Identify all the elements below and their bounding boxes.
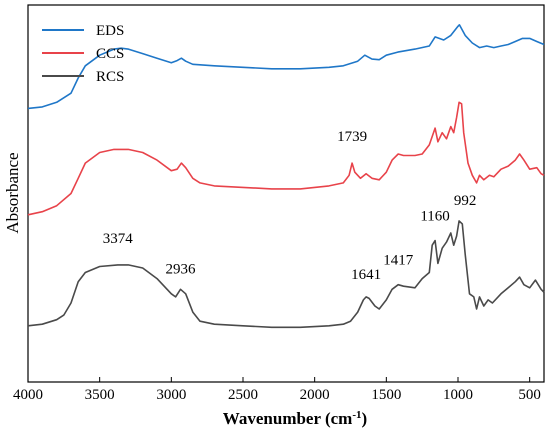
- x-axis-label-tail: ): [362, 409, 368, 428]
- x-tick-label: 2500: [228, 387, 258, 403]
- x-tick-label: 2000: [300, 387, 330, 403]
- x-tick-label: 500: [518, 387, 541, 403]
- series-layer: [27, 24, 545, 329]
- x-tick-label: 3000: [156, 387, 186, 403]
- peak-label-2936: 2936: [166, 261, 197, 277]
- peak-label-1160: 1160: [420, 209, 449, 225]
- x-axis-label: Wavenumber (cm-1): [223, 409, 367, 428]
- legend-label-ccs: CCS: [96, 46, 124, 62]
- peak-label-1641: 1641: [351, 267, 381, 283]
- peak-label-1417: 1417: [383, 253, 414, 269]
- plot-frame: [27, 4, 545, 383]
- y-axis-label: Absorbance: [3, 152, 22, 233]
- legend-label-eds: EDS: [96, 23, 124, 39]
- x-tick-label: 1000: [443, 387, 473, 403]
- x-tick-label: 4000: [13, 387, 43, 403]
- peak-label-1739: 1739: [337, 129, 367, 145]
- x-tick-label: 3500: [85, 387, 115, 403]
- peak-label-3374: 3374: [103, 231, 134, 247]
- series-line-eds: [27, 24, 545, 110]
- x-tick-label: 1500: [371, 387, 401, 403]
- x-axis-label-sup: -1: [352, 409, 361, 421]
- legend-label-rcs: RCS: [96, 69, 124, 85]
- series-line-ccs: [27, 101, 545, 216]
- peak-label-992: 992: [454, 193, 477, 209]
- x-axis: 4000 3500 3000 2500 2000 1500 1000 500: [13, 377, 541, 403]
- series-line-rcs: [27, 220, 545, 329]
- legend: EDS CCS RCS: [42, 23, 124, 85]
- x-axis-label-main: Wavenumber (cm: [223, 409, 353, 428]
